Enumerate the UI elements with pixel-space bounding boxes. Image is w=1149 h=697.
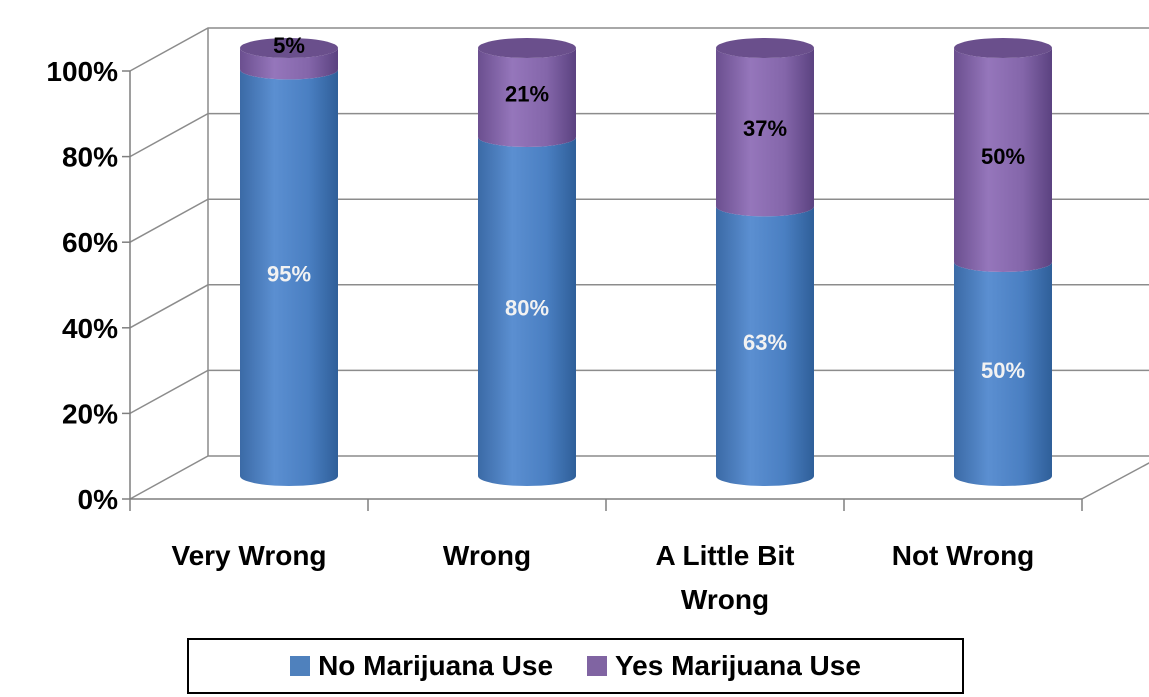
y-tick-label: 100%: [46, 56, 118, 87]
data-label: 80%: [505, 295, 549, 320]
y-tick-label: 20%: [62, 398, 118, 429]
bar-stack: 80% 21%: [478, 38, 576, 486]
x-category-label: Wrong: [443, 540, 531, 571]
gridline: [129, 198, 1149, 243]
bar-segment: [954, 48, 1052, 272]
x-category-label: Not Wrong: [892, 540, 1035, 571]
data-label: 50%: [981, 144, 1025, 169]
bars: 95% 5% 80% 21% 63% 37% 50% 50%: [240, 33, 1052, 487]
data-label: 63%: [743, 330, 787, 355]
floor-outline: [129, 455, 1149, 500]
gridline: [129, 112, 1149, 158]
bar-segment: [954, 262, 1052, 486]
legend-swatch-no-use: [290, 656, 311, 676]
data-label: 95%: [267, 262, 311, 287]
gridline: [129, 284, 1149, 329]
data-label: 5%: [273, 33, 305, 58]
bar-top-cap: [954, 38, 1052, 58]
bar-top-cap: [240, 38, 338, 58]
axes: [122, 70, 1083, 511]
bar-top-cap: [478, 38, 576, 58]
legend-swatch-yes-use: [587, 656, 608, 676]
x-category-label: Very Wrong: [171, 540, 326, 571]
gridlines: [129, 27, 1149, 415]
bar-stack: 50% 50%: [954, 38, 1052, 486]
bar-segment: [240, 69, 338, 487]
bar-segment: [240, 48, 338, 80]
legend-label-no-use: No Marijuana Use: [318, 650, 554, 681]
data-label: 37%: [743, 116, 787, 141]
y-tick-label: 0%: [78, 484, 119, 515]
bar-segment: [478, 136, 576, 486]
bar-segment: [716, 206, 814, 486]
legend-item-no-use: No Marijuana Use: [290, 650, 553, 682]
x-category-label: A Little Bit Wrong: [656, 540, 795, 615]
bar-stack: 63% 37%: [716, 38, 814, 486]
gridline: [129, 27, 1149, 72]
plot-walls: [129, 28, 1149, 500]
gridline: [129, 369, 1149, 415]
bar-stack: 95% 5%: [240, 33, 338, 487]
y-tick-label: 40%: [62, 313, 118, 344]
legend-label-yes-use: Yes Marijuana Use: [615, 650, 861, 681]
bar-top-cap: [716, 38, 814, 58]
data-label: 21%: [505, 81, 549, 106]
y-tick-label: 80%: [62, 142, 118, 173]
data-label: 50%: [981, 358, 1025, 383]
legend-item-yes-use: Yes Marijuana Use: [587, 650, 861, 682]
bar-segment: [716, 48, 814, 217]
legend: No Marijuana Use Yes Marijuana Use: [187, 638, 964, 694]
y-tick-label: 60%: [62, 227, 118, 258]
y-axis-ticks: 0% 20% 40% 60% 80% 100%: [46, 56, 118, 515]
bar-segment: [478, 48, 576, 147]
x-axis-categories: Very Wrong Wrong A Little Bit Wrong Not Wron…: [171, 540, 1034, 615]
